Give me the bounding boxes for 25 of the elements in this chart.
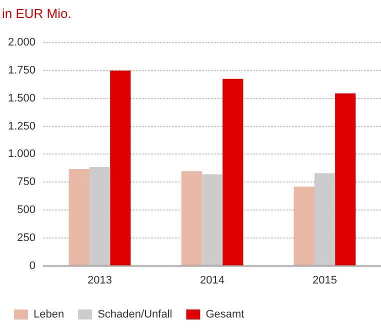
bar	[181, 171, 202, 266]
y-tick-label: 1.250	[8, 120, 36, 132]
y-tick-label: 750	[17, 176, 36, 188]
x-tick-label: 2013	[88, 274, 112, 286]
bar	[68, 169, 90, 266]
y-tick-label: 2.000	[8, 36, 36, 49]
legend-label: Gesamt	[206, 308, 244, 321]
bar	[294, 186, 314, 266]
legend-label: Leben	[34, 308, 64, 321]
chart-title: in EUR Mio.	[2, 6, 72, 21]
bar	[335, 93, 356, 266]
bar	[89, 167, 110, 266]
bar	[110, 70, 131, 266]
y-tick-label: 500	[17, 204, 36, 216]
y-tick-label: 250	[17, 232, 36, 244]
x-tick-label: 2014	[200, 274, 225, 286]
bar	[222, 78, 244, 266]
y-tick-label: 1.750	[8, 64, 36, 77]
y-tick-label: 0	[29, 260, 36, 272]
x-tick-label: 2015	[312, 274, 337, 286]
y-tick-label: 1.000	[8, 148, 36, 160]
bar	[314, 173, 336, 266]
legend-label: Schaden/Unfall	[98, 308, 172, 321]
bar	[202, 174, 223, 266]
y-tick-label: 1.500	[8, 92, 36, 104]
